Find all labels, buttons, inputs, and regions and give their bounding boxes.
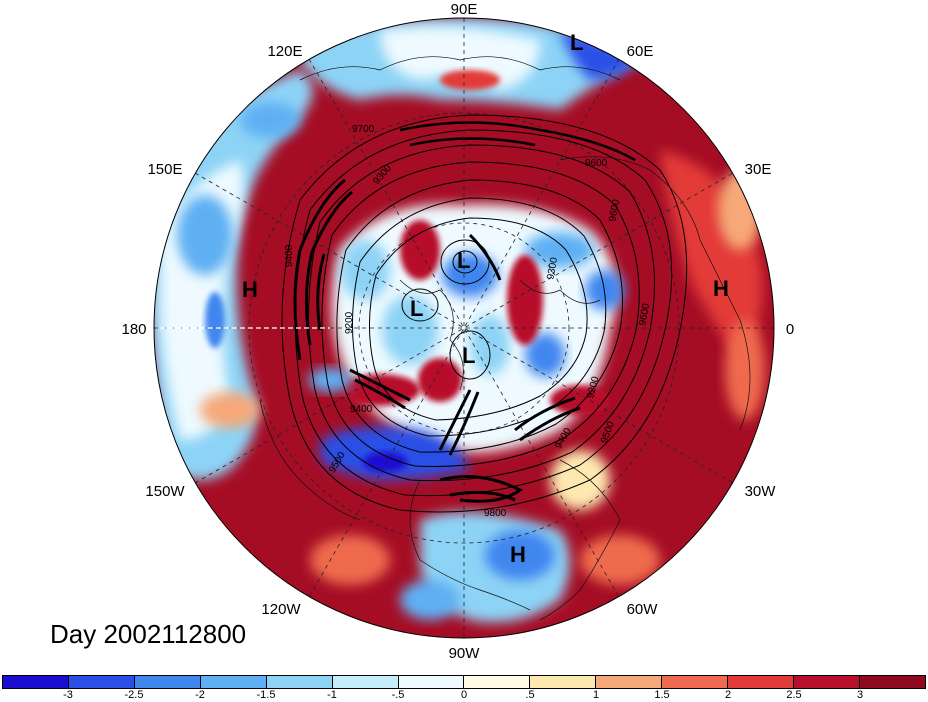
- low-marker: L: [410, 296, 423, 321]
- colorbar-tick-label: 1: [592, 689, 600, 701]
- lon-label-30w: 30W: [745, 483, 777, 500]
- colorbar-tick-label: 2.5: [786, 689, 802, 701]
- contour-label: 9600: [607, 198, 622, 222]
- colorbar-tick-label: 1.5: [654, 689, 670, 701]
- colorbar-segment: [596, 676, 663, 688]
- lon-label-180: 180: [121, 321, 146, 338]
- contour-lines: [281, 114, 688, 513]
- contour-label: 9600: [637, 302, 652, 326]
- colorbar-segment: [398, 676, 465, 688]
- contour-label: 9300: [545, 256, 560, 280]
- colorbar-tick-label: 2: [724, 689, 732, 701]
- coastlines: [259, 56, 751, 621]
- contour-label: 9800: [484, 508, 507, 519]
- colorbar-segment: [794, 676, 860, 688]
- low-marker: L: [570, 30, 583, 55]
- colorbar-segment: [530, 676, 597, 688]
- lon-label-0: 0: [786, 321, 794, 338]
- lon-label-120e: 120E: [267, 43, 302, 60]
- high-marker: H: [242, 277, 258, 302]
- colorbar-tick-label: -1.5: [256, 689, 276, 701]
- contour-label: 9200: [344, 311, 355, 334]
- colorbar-segment: [68, 676, 135, 688]
- colorbar-segment: [662, 676, 729, 688]
- contour-label: 9700: [352, 124, 375, 135]
- colorbar-tick-label: -1: [327, 689, 337, 701]
- lon-label-60e: 60E: [627, 43, 654, 60]
- map-boundary: [153, 17, 775, 639]
- colorbar-tick-label: -2.5: [124, 689, 144, 701]
- colorbar-tick-label: -2: [195, 689, 205, 701]
- lon-label-120w: 120W: [261, 601, 301, 618]
- colorbar-segment: [3, 676, 69, 688]
- colorbar-segment: [859, 676, 925, 688]
- colorbar-segment: [200, 676, 267, 688]
- colorbar: [2, 675, 926, 689]
- lon-label-90e: 90E: [451, 1, 478, 18]
- lon-label-60w: 60W: [627, 601, 659, 618]
- low-marker: L: [462, 343, 475, 368]
- colorbar-segment: [134, 676, 201, 688]
- colorbar-tick-label: .5: [525, 689, 535, 701]
- polar-map: 9700 9600 9400 9300 9200 9400 9500 9400 …: [121, 1, 794, 662]
- colorbar-segment: [332, 676, 399, 688]
- colorbar-tick-label: -.5: [391, 689, 405, 701]
- colorbar-tick-label: 3: [856, 689, 864, 701]
- contour-label: 9600: [585, 158, 608, 169]
- colorbar-tick-label: -3: [63, 689, 73, 701]
- lon-label-30e: 30E: [745, 161, 772, 178]
- lon-label-150e: 150E: [147, 161, 182, 178]
- contour-label: 9400: [284, 244, 295, 267]
- contour-label: 9400: [350, 404, 373, 415]
- colorbar-labels: -3 -2.5 -2 -1.5 -1 -.5 0 .5 1 1.5 2 2.5 3: [2, 689, 926, 702]
- colorbar-tick-label: 0: [460, 689, 468, 701]
- high-marker: H: [713, 276, 729, 301]
- lon-label-150w: 150W: [145, 483, 185, 500]
- colorbar-segment: [266, 676, 333, 688]
- low-marker: L: [457, 248, 470, 273]
- pressure-centers: L L L L H H H: [242, 30, 729, 567]
- lon-label-90w: 90W: [449, 645, 481, 662]
- colorbar-segment: [728, 676, 795, 688]
- longitude-labels: 90E 120E 60E 150E 30E 180 0 150W 30W 120…: [121, 1, 794, 662]
- high-marker: H: [510, 542, 526, 567]
- day-label: Day 2002112800: [50, 619, 247, 649]
- colorbar-segment: [464, 676, 531, 688]
